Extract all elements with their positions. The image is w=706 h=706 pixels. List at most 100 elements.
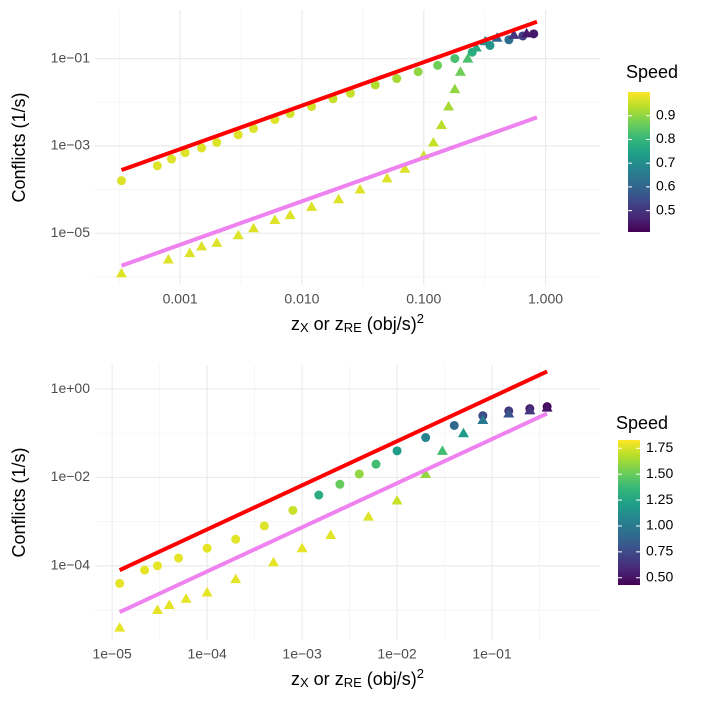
x-axis-title-part: z: [291, 314, 300, 334]
point: [371, 459, 381, 469]
colorbar-tick-label: 0.8: [656, 130, 676, 146]
point: [267, 556, 279, 567]
point: [354, 184, 366, 194]
x-tick-label: 1e−01: [472, 646, 512, 662]
point: [391, 495, 403, 505]
point: [325, 529, 337, 539]
point: [151, 604, 163, 615]
x-axis-title-part: z: [291, 669, 300, 689]
x-axis-title-part: 2: [417, 666, 424, 681]
point: [314, 490, 324, 500]
y-axis-title: Conflicts (1/s): [9, 92, 29, 202]
point: [232, 229, 244, 240]
point: [174, 553, 184, 563]
colorbar: [628, 92, 650, 232]
point: [140, 565, 150, 575]
legend-title: Speed: [626, 62, 678, 82]
fit-line: [118, 411, 548, 614]
point: [392, 74, 402, 84]
point: [202, 543, 212, 553]
point: [296, 542, 308, 553]
y-tick-label: 1e−05: [51, 224, 91, 240]
point: [269, 214, 281, 225]
point: [524, 404, 536, 415]
point: [114, 622, 126, 632]
point: [180, 593, 192, 603]
point: [163, 599, 175, 610]
x-axis-title-part: (obj/s): [362, 314, 417, 334]
point: [152, 161, 162, 171]
point: [503, 407, 515, 418]
x-axis-title-part: X: [300, 675, 309, 690]
x-axis-title-part: RE: [344, 320, 362, 335]
x-axis-title-part: (obj/s): [362, 669, 417, 689]
point: [333, 193, 345, 204]
point: [470, 41, 482, 52]
y-tick-label: 1e+00: [51, 380, 91, 396]
x-tick-label: 1.000: [528, 291, 563, 307]
point: [508, 29, 520, 39]
point: [115, 267, 127, 278]
x-axis-title-part: X: [300, 320, 309, 335]
point: [116, 176, 126, 186]
x-axis-title-part: z: [335, 669, 344, 689]
y-tick-label: 1e−04: [51, 557, 91, 573]
x-axis-title: zX or zRE (obj/s)2: [291, 666, 424, 691]
x-axis-title: zX or zRE (obj/s)2: [291, 311, 424, 336]
point: [370, 80, 380, 90]
point: [354, 469, 364, 479]
fit-line: [120, 19, 538, 172]
point: [306, 201, 318, 211]
x-tick-label: 1e−05: [92, 646, 132, 662]
point: [529, 29, 539, 39]
point: [436, 445, 448, 455]
point: [231, 534, 241, 544]
x-axis-title-part: RE: [344, 675, 362, 690]
colorbar-tick-label: 0.75: [646, 543, 673, 559]
x-tick-label: 0.100: [406, 291, 441, 307]
y-tick-label: 1e−03: [51, 137, 91, 153]
x-axis-title-part: or: [309, 314, 335, 334]
x-axis-title-part: or: [309, 669, 335, 689]
point: [443, 100, 455, 111]
point: [381, 172, 393, 183]
point: [399, 163, 411, 173]
colorbar-tick-label: 1.50: [646, 465, 673, 481]
point: [247, 222, 259, 233]
x-tick-label: 1e−02: [377, 646, 417, 662]
x-tick-label: 0.001: [163, 291, 198, 307]
point: [248, 124, 258, 134]
point: [449, 420, 459, 430]
panel: 1e−05 1e−04 1e−03 1e−02 1e−01 1e+00 1e−02 1e−04…: [9, 365, 673, 691]
point: [427, 136, 439, 147]
point: [284, 209, 296, 220]
point: [115, 578, 125, 588]
colorbar-tick-label: 1.00: [646, 517, 673, 533]
point: [420, 468, 432, 478]
y-axis-title: Conflicts (1/s): [9, 447, 29, 557]
point: [541, 402, 553, 412]
point: [449, 83, 461, 94]
colorbar-tick-label: 0.9: [656, 106, 676, 122]
point: [196, 240, 208, 251]
point: [413, 67, 423, 77]
x-tick-label: 1e−04: [187, 646, 227, 662]
colorbar: [618, 440, 640, 585]
point: [184, 247, 196, 258]
point: [477, 414, 489, 424]
x-tick-label: 0.010: [284, 291, 319, 307]
point: [259, 521, 269, 531]
point: [335, 479, 345, 489]
colorbar-tick-label: 1.75: [646, 439, 673, 455]
point: [288, 505, 298, 515]
point: [233, 130, 243, 140]
point: [521, 27, 533, 38]
point: [162, 253, 174, 264]
point: [433, 60, 443, 70]
point: [180, 148, 190, 158]
point: [457, 427, 469, 438]
x-axis-title-part: z: [335, 314, 344, 334]
colorbar-tick-label: 0.50: [646, 568, 673, 584]
